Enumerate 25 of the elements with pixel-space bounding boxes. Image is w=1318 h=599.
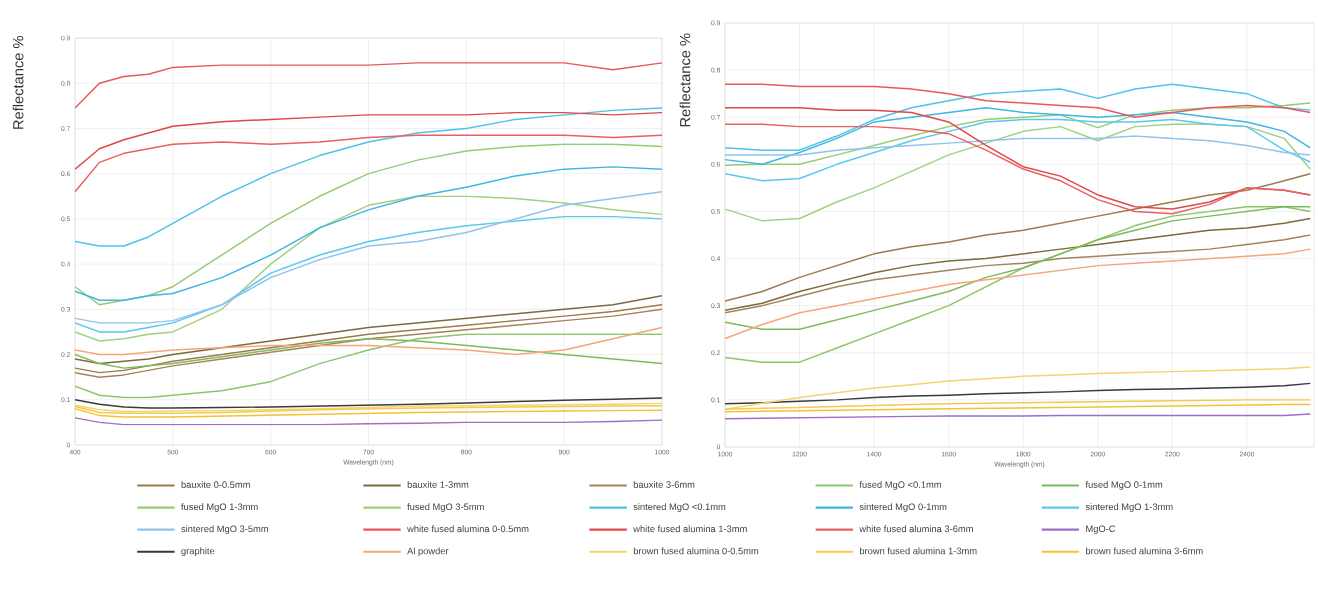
legend-label: sintered MgO <0.1mm (633, 503, 726, 512)
legend-label: MgO-C (1086, 525, 1116, 534)
legend-label: brown fused alumina 1-3mm (859, 547, 977, 555)
legend-label: bauxite 3-6mm (633, 481, 695, 488)
legend-label: sintered MgO 1-3mm (1085, 503, 1173, 512)
legend-label: white fused alumina 1-3mm (633, 525, 747, 533)
y-axis-title: Reflectance % (679, 33, 691, 127)
legend-label: brown fused alumina 3-6mm (1086, 547, 1203, 555)
line-series (75, 107, 663, 247)
legend-label: sintered MgO 0-1mm (859, 503, 947, 512)
legend-label: fused MgO 1-3mm (181, 503, 258, 512)
legend-label: graphite (181, 547, 215, 557)
legend-label: fused MgO 0-1mm (1085, 481, 1163, 490)
legend-label: brown fused alumina 0-0.5mm (633, 547, 759, 555)
legend-label: white fused alumina 3-6mm (859, 525, 973, 533)
y-axis-title: Reflectance % (12, 36, 24, 129)
legend-label: bauxite 1-3mm (407, 481, 469, 488)
legend-label: sintered MgO 3-5mm (181, 525, 268, 535)
legend-label: white fused alumina 0-0.5mm (407, 525, 529, 533)
legend-label: bauxite 0-0.5mm (181, 481, 250, 488)
line-series (75, 166, 663, 302)
legend-label: Al powder (407, 547, 449, 557)
legend-label: fused MgO 3-5mm (407, 503, 484, 512)
legend-label: fused MgO <0.1mm (859, 481, 941, 490)
line-series (725, 234, 1312, 314)
